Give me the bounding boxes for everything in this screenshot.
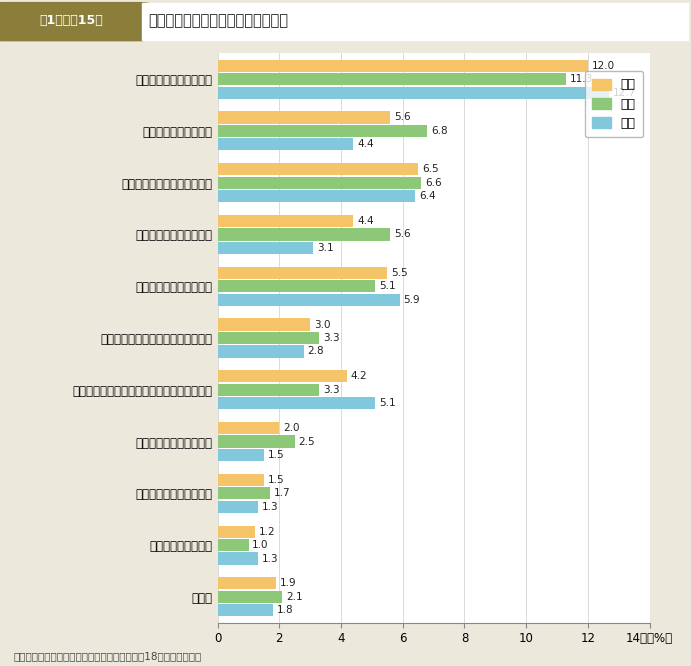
Text: 1.2: 1.2 bbox=[258, 527, 275, 537]
Bar bbox=[218, 370, 347, 382]
Text: 5.1: 5.1 bbox=[379, 398, 395, 408]
Text: 5.6: 5.6 bbox=[394, 113, 410, 123]
Bar bbox=[218, 266, 388, 279]
Text: 1.3: 1.3 bbox=[261, 501, 278, 511]
Bar bbox=[218, 422, 279, 434]
Text: 12.0: 12.0 bbox=[591, 61, 615, 71]
Text: 3.1: 3.1 bbox=[317, 243, 334, 253]
Text: 1.5: 1.5 bbox=[267, 475, 284, 485]
Text: 1.3: 1.3 bbox=[261, 553, 278, 563]
Bar bbox=[218, 553, 258, 565]
Text: 6.5: 6.5 bbox=[422, 165, 439, 174]
Text: 2.0: 2.0 bbox=[283, 423, 300, 433]
Text: 5.1: 5.1 bbox=[379, 281, 395, 291]
Text: 11.3: 11.3 bbox=[570, 74, 593, 84]
Bar bbox=[218, 280, 375, 292]
Bar bbox=[218, 139, 353, 151]
Bar bbox=[218, 604, 273, 616]
Text: 1.0: 1.0 bbox=[252, 540, 269, 550]
Bar bbox=[218, 228, 390, 240]
Text: 12.7: 12.7 bbox=[613, 88, 636, 98]
Text: 3.3: 3.3 bbox=[323, 333, 340, 343]
Bar bbox=[218, 87, 609, 99]
FancyBboxPatch shape bbox=[142, 3, 688, 40]
Text: 6.6: 6.6 bbox=[425, 178, 442, 188]
FancyBboxPatch shape bbox=[0, 3, 149, 41]
Text: ボランティア活動の種類別行動者率: ボランティア活動の種類別行動者率 bbox=[149, 13, 289, 28]
Text: 1.7: 1.7 bbox=[274, 488, 290, 498]
Text: 1.9: 1.9 bbox=[280, 578, 296, 588]
Bar bbox=[218, 163, 418, 175]
Bar bbox=[218, 190, 415, 202]
Text: 4.2: 4.2 bbox=[351, 372, 368, 382]
Bar bbox=[218, 488, 270, 500]
Bar bbox=[218, 384, 319, 396]
Text: 4.4: 4.4 bbox=[357, 139, 374, 149]
Bar bbox=[218, 111, 390, 123]
Bar bbox=[218, 318, 310, 330]
Text: （備考）　総務省「社会生活基本調査」（平成18年）より作成。: （備考） 総務省「社会生活基本調査」（平成18年）より作成。 bbox=[14, 651, 202, 661]
Bar bbox=[218, 525, 255, 537]
Bar bbox=[218, 397, 375, 410]
Bar bbox=[218, 436, 295, 448]
Text: 2.5: 2.5 bbox=[299, 436, 315, 446]
Bar bbox=[218, 125, 428, 137]
Text: 3.3: 3.3 bbox=[323, 385, 340, 395]
Text: 2.1: 2.1 bbox=[286, 592, 303, 602]
Text: 5.9: 5.9 bbox=[404, 294, 420, 304]
Bar bbox=[218, 176, 422, 188]
Bar bbox=[218, 60, 588, 72]
Text: 第1－特－15図: 第1－特－15図 bbox=[39, 14, 103, 27]
Text: 6.8: 6.8 bbox=[431, 126, 448, 136]
Bar bbox=[218, 474, 264, 486]
Bar bbox=[218, 539, 249, 551]
Bar bbox=[218, 294, 399, 306]
Legend: 総数, 女性, 男性: 総数, 女性, 男性 bbox=[585, 71, 643, 137]
Bar bbox=[218, 73, 566, 85]
Bar bbox=[218, 577, 276, 589]
Text: 1.8: 1.8 bbox=[277, 605, 294, 615]
Text: 1.5: 1.5 bbox=[267, 450, 284, 460]
Text: 6.4: 6.4 bbox=[419, 191, 435, 201]
Text: 3.0: 3.0 bbox=[314, 320, 330, 330]
Bar bbox=[218, 449, 264, 461]
Text: 4.4: 4.4 bbox=[357, 216, 374, 226]
Bar bbox=[218, 215, 353, 227]
Bar bbox=[218, 346, 304, 358]
Bar bbox=[218, 332, 319, 344]
Text: 5.6: 5.6 bbox=[394, 230, 410, 240]
Bar bbox=[218, 501, 258, 513]
Bar bbox=[218, 591, 283, 603]
Text: 5.5: 5.5 bbox=[391, 268, 408, 278]
Bar bbox=[218, 242, 313, 254]
Text: 2.8: 2.8 bbox=[307, 346, 324, 356]
